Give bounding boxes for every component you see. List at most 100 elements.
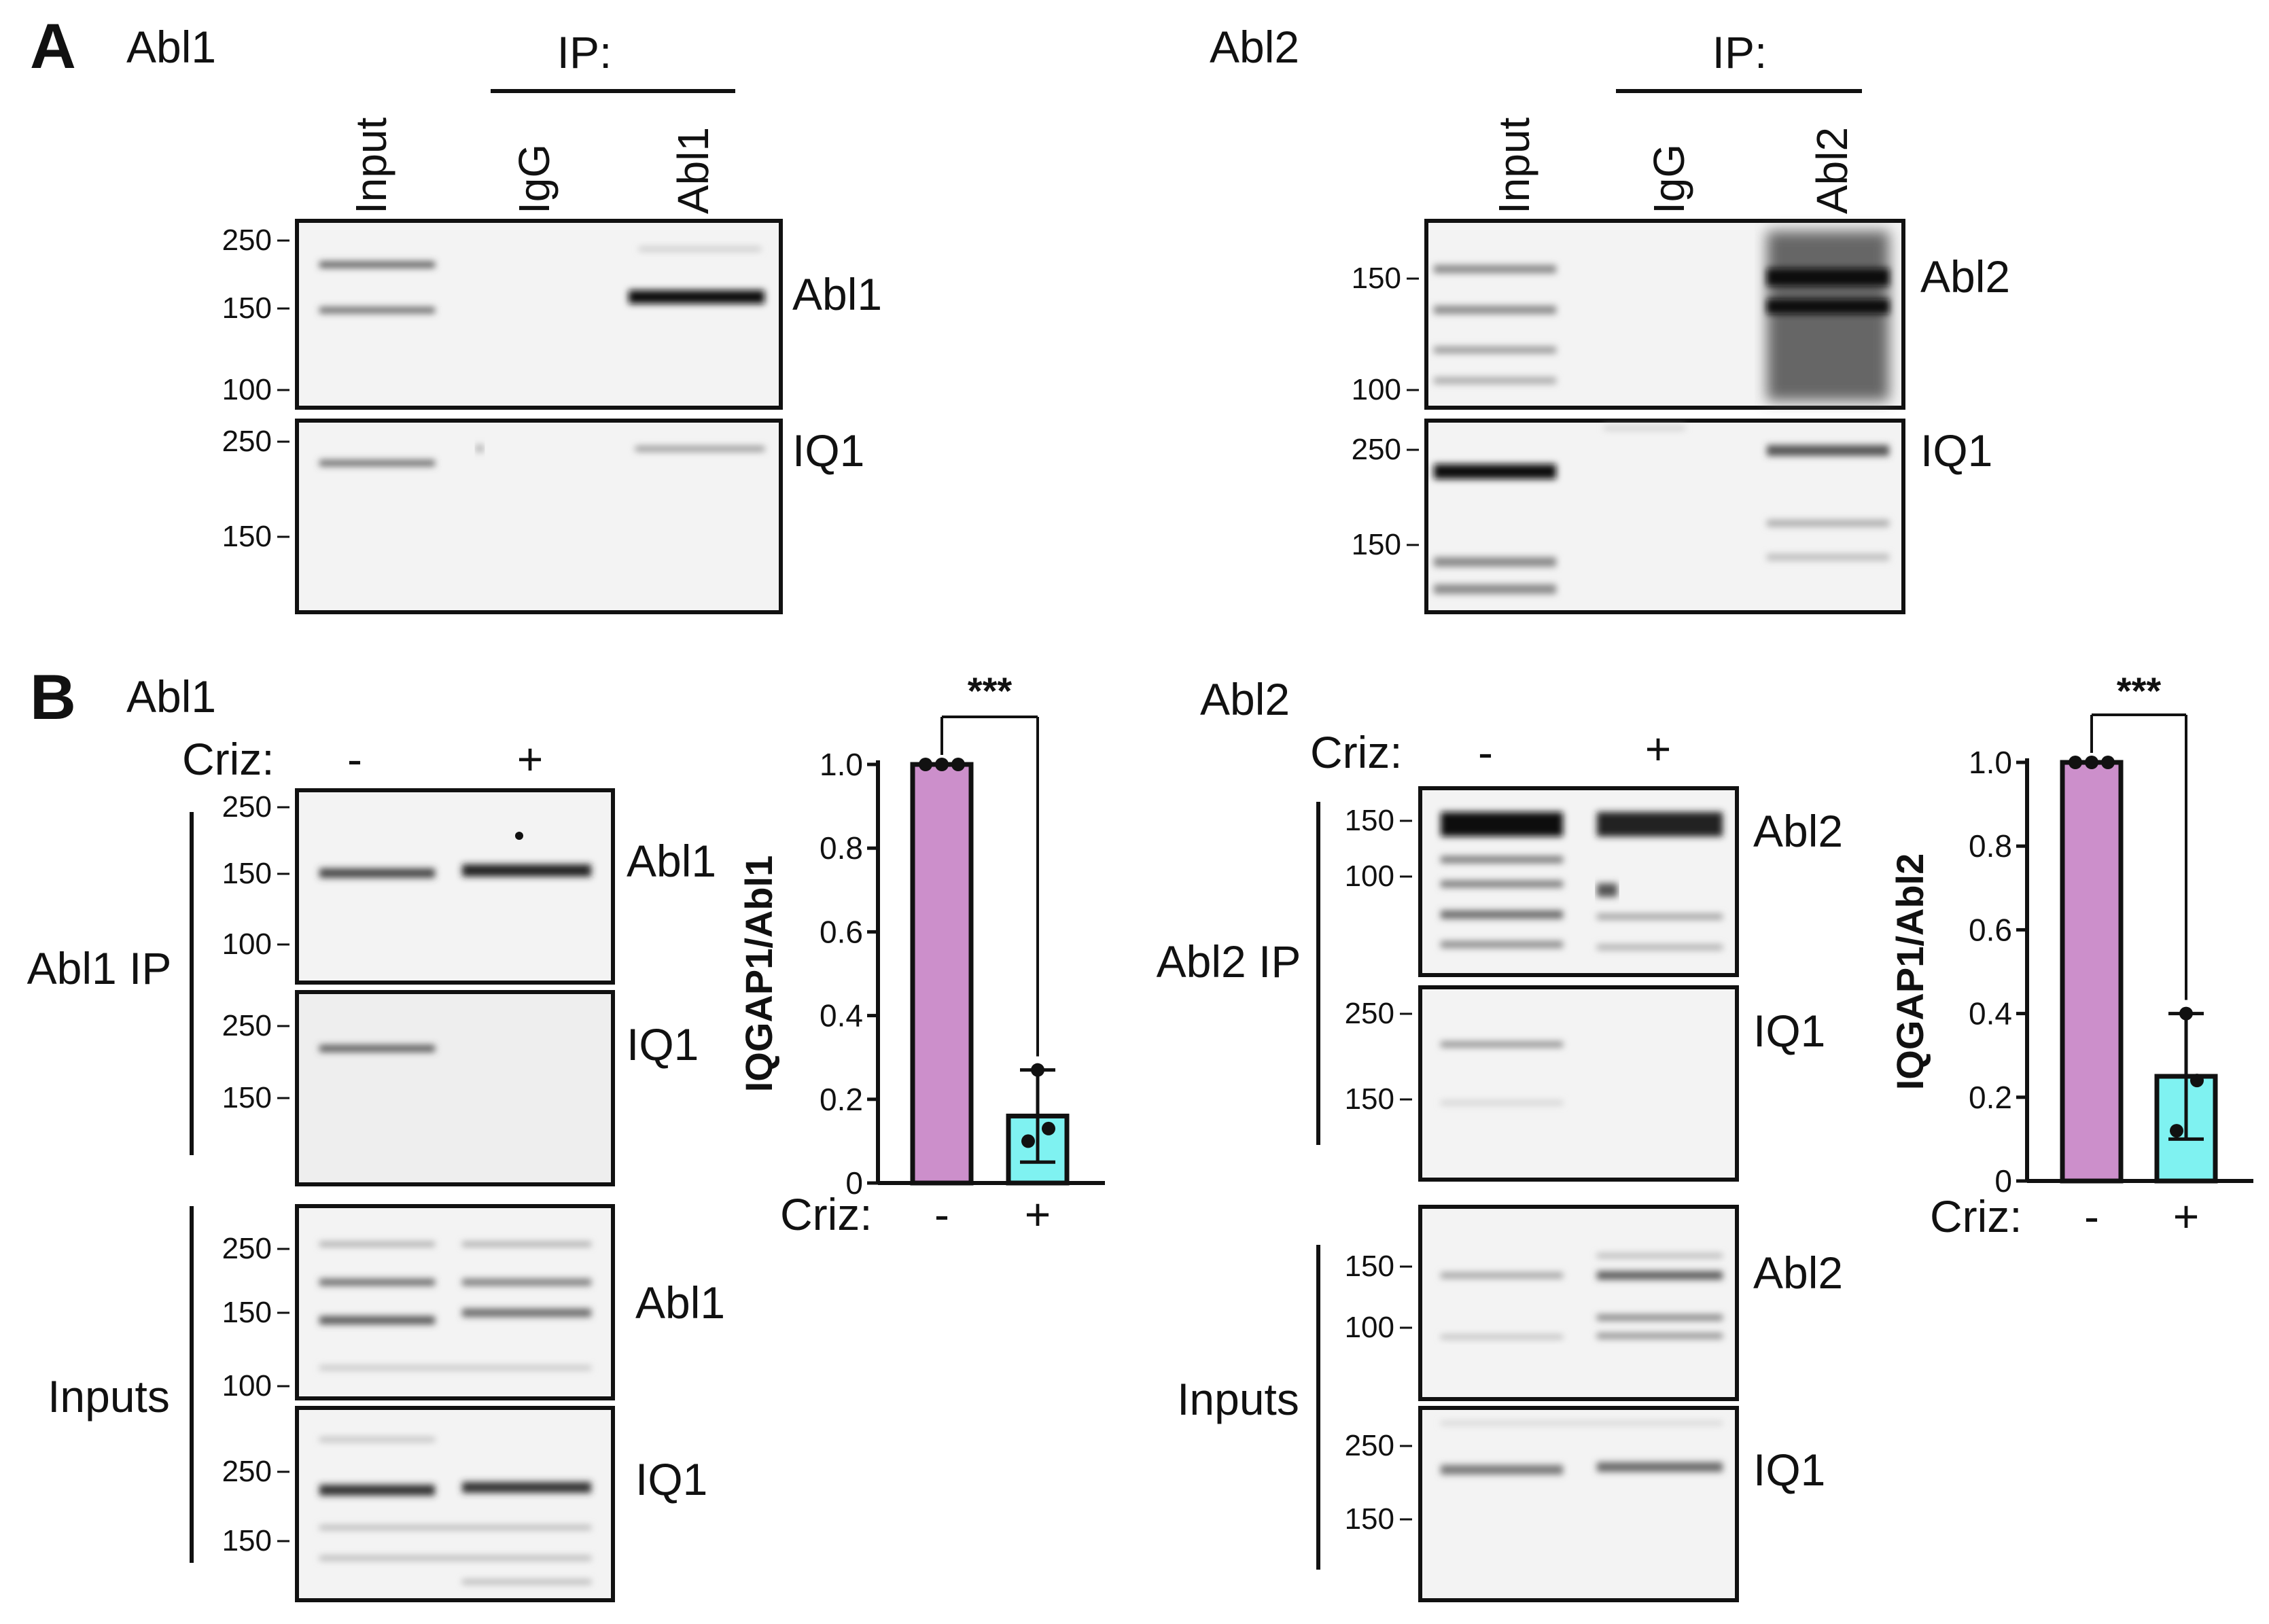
western-blot-iq1-ip: 250 150 IQ1 [222, 990, 699, 1186]
data-point [1031, 1063, 1044, 1077]
band-label: Abl2 [1753, 1248, 1843, 1298]
blot-frame [295, 788, 615, 985]
panel-b-right: Abl2 Criz: - + Abl2 IP Inputs 150 100 Ab… [1157, 674, 1843, 1602]
band [1441, 941, 1563, 948]
western-blot-iq1: 250 150 IQ1 [1352, 419, 1992, 614]
mw-marker: 100 [222, 1369, 272, 1402]
data-point [951, 758, 965, 771]
band-smear [1767, 231, 1889, 401]
band [1597, 945, 1723, 950]
criz-minus: - [347, 734, 362, 784]
criz-minus: - [1478, 727, 1493, 777]
band [319, 1316, 435, 1324]
y-tick-label: 0.2 [820, 1082, 863, 1117]
band [1441, 911, 1563, 919]
band [319, 1556, 591, 1560]
lane-label-abl1: Abl1 [669, 127, 718, 214]
mw-marker: 150 [222, 1081, 272, 1114]
blot-frame [295, 219, 783, 410]
band [1767, 554, 1889, 561]
mw-marker: 150 [1352, 528, 1401, 561]
lane-label-input: Input [1490, 117, 1538, 214]
y-tick-label: 0 [1994, 1163, 2012, 1199]
y-tick-label: 0 [845, 1165, 863, 1201]
western-blot-iq1-input: 250 150 IQ1 [222, 1406, 707, 1602]
band [462, 864, 591, 877]
band [319, 1366, 591, 1370]
band [1441, 812, 1563, 836]
criz-label: Criz: [182, 734, 275, 784]
panel-a-right-title: Abl2 [1210, 22, 1299, 72]
data-point [2190, 1074, 2204, 1088]
mw-marker: 100 [222, 373, 272, 406]
band [462, 1309, 591, 1317]
western-blot-abl2: 150 100 Abl2 [1352, 219, 2010, 410]
western-blot-abl2-ip: 150 100 Abl2 [1345, 786, 1843, 977]
mw-marker: 100 [1352, 373, 1401, 406]
data-point [2085, 756, 2098, 769]
x-tick-label: - [2084, 1191, 2099, 1241]
mw-marker: 250 [222, 224, 272, 257]
band [1441, 881, 1563, 887]
y-tick-label: 0.4 [820, 998, 863, 1034]
band [1434, 584, 1556, 594]
lane-label-input: Input [347, 117, 395, 214]
band [1597, 1254, 1723, 1258]
mw-marker: 150 [1345, 1082, 1394, 1116]
band [1441, 1273, 1563, 1278]
western-blot-iq1-input: 250 150 IQ1 [1345, 1406, 1825, 1602]
mw-marker: 250 [222, 425, 272, 458]
y-axis-label: IQGAP1/Abl2 [1888, 853, 1931, 1091]
western-blot-iq1: 250 150 IQ1 [222, 419, 864, 614]
mw-marker: 250 [1352, 433, 1401, 466]
x-tick-label: - [934, 1189, 949, 1239]
x-tick-label: + [1025, 1189, 1051, 1239]
bar [2060, 760, 2124, 1184]
mw-marker: 100 [1345, 1311, 1394, 1344]
western-blot-abl1: 250 150 100 Abl1 [222, 219, 882, 410]
blot-frame [295, 419, 783, 614]
blot-frame [295, 1406, 615, 1602]
y-tick-label: 0.4 [1969, 996, 2012, 1031]
band [635, 446, 764, 451]
blot-frame [295, 990, 615, 1186]
band [1597, 1333, 1723, 1339]
band [319, 1525, 591, 1530]
abl1-ip-group-label: Abl1 IP [27, 943, 172, 993]
bar [910, 762, 974, 1186]
band [319, 868, 435, 878]
criz-plus: + [1645, 724, 1672, 774]
blot-frame [1418, 1205, 1739, 1401]
abl2-ip-group-label: Abl2 IP [1157, 936, 1301, 987]
band [1441, 856, 1563, 863]
band [1441, 1465, 1563, 1475]
band-label: IQ1 [1753, 1006, 1825, 1056]
mw-marker: 250 [222, 790, 272, 824]
band [462, 1482, 591, 1493]
band [319, 1485, 435, 1496]
band [1434, 557, 1556, 567]
mw-marker: 250 [222, 1455, 272, 1488]
panel-b-left: Abl1 Criz: - + Abl1 IP Inputs 250 150 10… [27, 671, 725, 1602]
mw-marker: 150 [222, 857, 272, 890]
band [1767, 268, 1889, 286]
data-point [919, 758, 932, 771]
band-label: Abl2 [1920, 251, 2010, 302]
band-label: IQ1 [1753, 1445, 1825, 1495]
western-blot-iq1-ip: 250 150 IQ1 [1345, 985, 1825, 1182]
band [319, 1045, 435, 1052]
panel-a-left-title: Abl1 [126, 22, 216, 72]
panel-b-right-title: Abl2 [1200, 674, 1290, 724]
y-tick-label: 0.8 [1969, 828, 2012, 864]
band-label: IQ1 [792, 425, 864, 476]
band [1767, 520, 1889, 527]
band [1434, 464, 1556, 479]
data-point [1021, 1134, 1035, 1148]
band-label: Abl1 [627, 836, 716, 886]
western-blot-abl1-ip: 250 150 100 Abl1 [222, 788, 716, 985]
band-label: Abl1 [792, 269, 882, 319]
band [639, 247, 761, 251]
western-blot-abl1-input: 250 150 100 Abl1 [222, 1204, 725, 1402]
band [319, 262, 435, 268]
band [1597, 1462, 1723, 1472]
